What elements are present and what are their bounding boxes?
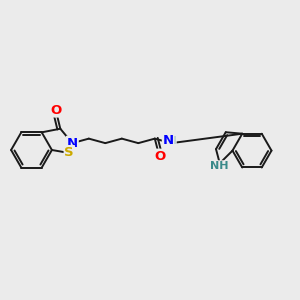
Text: N: N [163,134,174,147]
Text: NH: NH [210,161,228,171]
Text: O: O [50,103,61,117]
Text: O: O [154,149,165,163]
Text: N: N [67,136,78,150]
Text: H: H [167,136,176,146]
Text: S: S [64,146,74,159]
